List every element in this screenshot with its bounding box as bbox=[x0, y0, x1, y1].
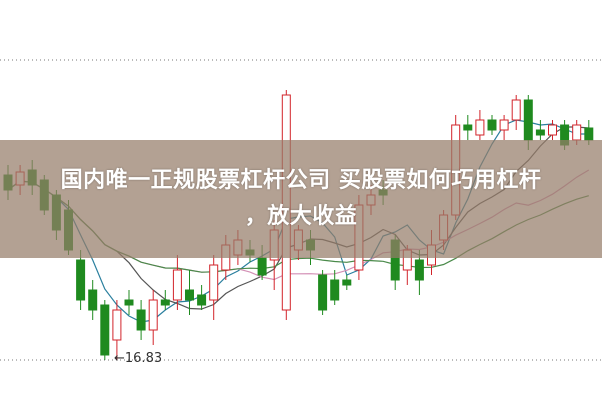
candle-up bbox=[511, 99, 521, 121]
candle-up bbox=[148, 299, 158, 331]
candle-down bbox=[487, 119, 497, 131]
candle-down bbox=[76, 259, 86, 301]
candle-down bbox=[185, 289, 194, 301]
candle-up bbox=[499, 119, 509, 131]
candle-down bbox=[124, 299, 134, 306]
candle-down bbox=[160, 299, 170, 306]
candle-up bbox=[172, 269, 182, 301]
candle-down bbox=[88, 289, 98, 311]
candle-down bbox=[584, 127, 594, 141]
candle-down bbox=[100, 304, 110, 356]
candle-down bbox=[330, 279, 340, 301]
candle-down bbox=[197, 294, 207, 306]
candle-up bbox=[209, 264, 219, 301]
candle-down bbox=[535, 129, 545, 136]
candle-down bbox=[318, 274, 328, 311]
candle-down bbox=[523, 99, 533, 141]
headline-banner: 国内唯一正规股票杠杆公司 买股票如何巧用杠杆 ，放大收益 bbox=[0, 140, 602, 258]
candle-up bbox=[112, 309, 122, 341]
candle-down bbox=[342, 279, 352, 286]
candle-up bbox=[475, 119, 485, 136]
candle-down bbox=[463, 124, 473, 131]
candle-down bbox=[257, 257, 267, 276]
candle-up bbox=[572, 124, 582, 141]
candle-down bbox=[136, 309, 146, 331]
candle-up bbox=[548, 124, 557, 136]
headline-line-1: 国内唯一正规股票杠杆公司 买股票如何巧用杠杆 bbox=[60, 168, 542, 193]
low-price-label: ←16.83 bbox=[114, 351, 163, 366]
candle-down bbox=[414, 259, 424, 281]
headline-line-2: ，放大收益 bbox=[244, 204, 358, 229]
